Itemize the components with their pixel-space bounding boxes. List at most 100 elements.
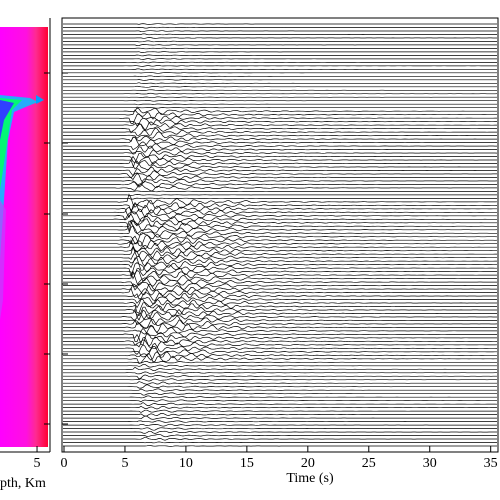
trace: [63, 54, 497, 57]
trace: [63, 314, 497, 326]
trace: [63, 232, 498, 245]
trace: [63, 420, 497, 423]
x-tick-label: 5: [121, 456, 128, 471]
trace: [63, 409, 497, 413]
panel-border: [61, 17, 499, 453]
trace: [63, 193, 498, 208]
trace: [63, 172, 497, 184]
trace: [63, 302, 497, 314]
trace: [63, 79, 497, 81]
trace: [63, 305, 497, 317]
trace: [63, 89, 497, 92]
x-axis-label: pth, Km: [0, 476, 46, 491]
trace: [63, 351, 497, 361]
trace: [63, 283, 497, 296]
trace: [63, 100, 497, 102]
trace: [63, 234, 498, 247]
trace: [63, 388, 497, 392]
trace: [63, 159, 497, 170]
trace: [63, 444, 497, 447]
trace: [63, 117, 497, 127]
trace: [63, 141, 497, 151]
seismogram-panel: [61, 17, 499, 453]
trace: [63, 360, 497, 364]
trace: [63, 44, 497, 46]
trace: [63, 26, 497, 29]
trace: [63, 37, 497, 39]
x-tick-label: 15: [240, 456, 254, 471]
trace: [63, 332, 497, 346]
trace: [63, 85, 497, 88]
trace: [63, 96, 497, 99]
trace: [63, 363, 497, 368]
trace: [63, 30, 497, 33]
trace: [63, 366, 497, 372]
velocity-panel: [0, 18, 51, 453]
x-tick-label: 25: [362, 456, 376, 471]
trace: [63, 113, 497, 124]
trace: [63, 181, 497, 188]
trace: [63, 287, 498, 298]
x-tick-label: 5: [34, 456, 41, 471]
x-tick-label: 20: [301, 456, 315, 471]
trace: [63, 262, 497, 278]
trace: [63, 345, 497, 358]
trace: [63, 325, 497, 335]
trace: [63, 298, 497, 309]
trace: [63, 441, 497, 444]
trace: [63, 399, 497, 403]
trace: [63, 436, 497, 441]
x-tick-label: 30: [423, 456, 437, 471]
trace: [63, 402, 498, 407]
velocity-anomaly: [0, 95, 44, 320]
trace: [63, 131, 497, 139]
trace: [63, 23, 497, 25]
trace: [63, 107, 497, 115]
trace: [63, 415, 497, 420]
trace: [63, 135, 497, 142]
trace: [63, 40, 497, 43]
trace: [63, 239, 497, 250]
trace: [63, 374, 497, 380]
trace: [63, 213, 497, 227]
trace: [63, 412, 497, 417]
trace: [63, 82, 497, 85]
trace: [63, 311, 497, 321]
trace: [63, 430, 497, 434]
trace: [63, 68, 497, 71]
trace: [63, 246, 497, 256]
trace: [63, 58, 497, 60]
trace: [63, 405, 497, 410]
trace: [63, 296, 498, 305]
trace: [63, 206, 497, 218]
trace: [63, 170, 497, 179]
trace: [63, 92, 498, 95]
trace: [63, 166, 497, 177]
trace: [63, 152, 498, 164]
trace: [63, 121, 497, 131]
trace: [63, 127, 497, 136]
trace: [63, 109, 497, 120]
trace: [63, 190, 497, 193]
trace: [63, 270, 497, 286]
x-axis-label: Time (s): [286, 471, 334, 486]
trace: [63, 277, 497, 288]
trace: [63, 318, 498, 329]
trace: [63, 136, 497, 147]
trace: [63, 183, 497, 192]
trace: [63, 427, 497, 431]
trace: [63, 65, 497, 67]
trace: [63, 220, 498, 235]
trace: [63, 211, 497, 222]
trace: [63, 106, 497, 109]
trace: [63, 61, 497, 64]
trace: [63, 433, 497, 438]
trace: [63, 292, 497, 301]
trace: [63, 308, 497, 321]
trace: [63, 103, 497, 106]
traces: [63, 23, 498, 447]
trace: [63, 149, 498, 158]
trace: [63, 155, 497, 165]
trace: [63, 197, 497, 200]
